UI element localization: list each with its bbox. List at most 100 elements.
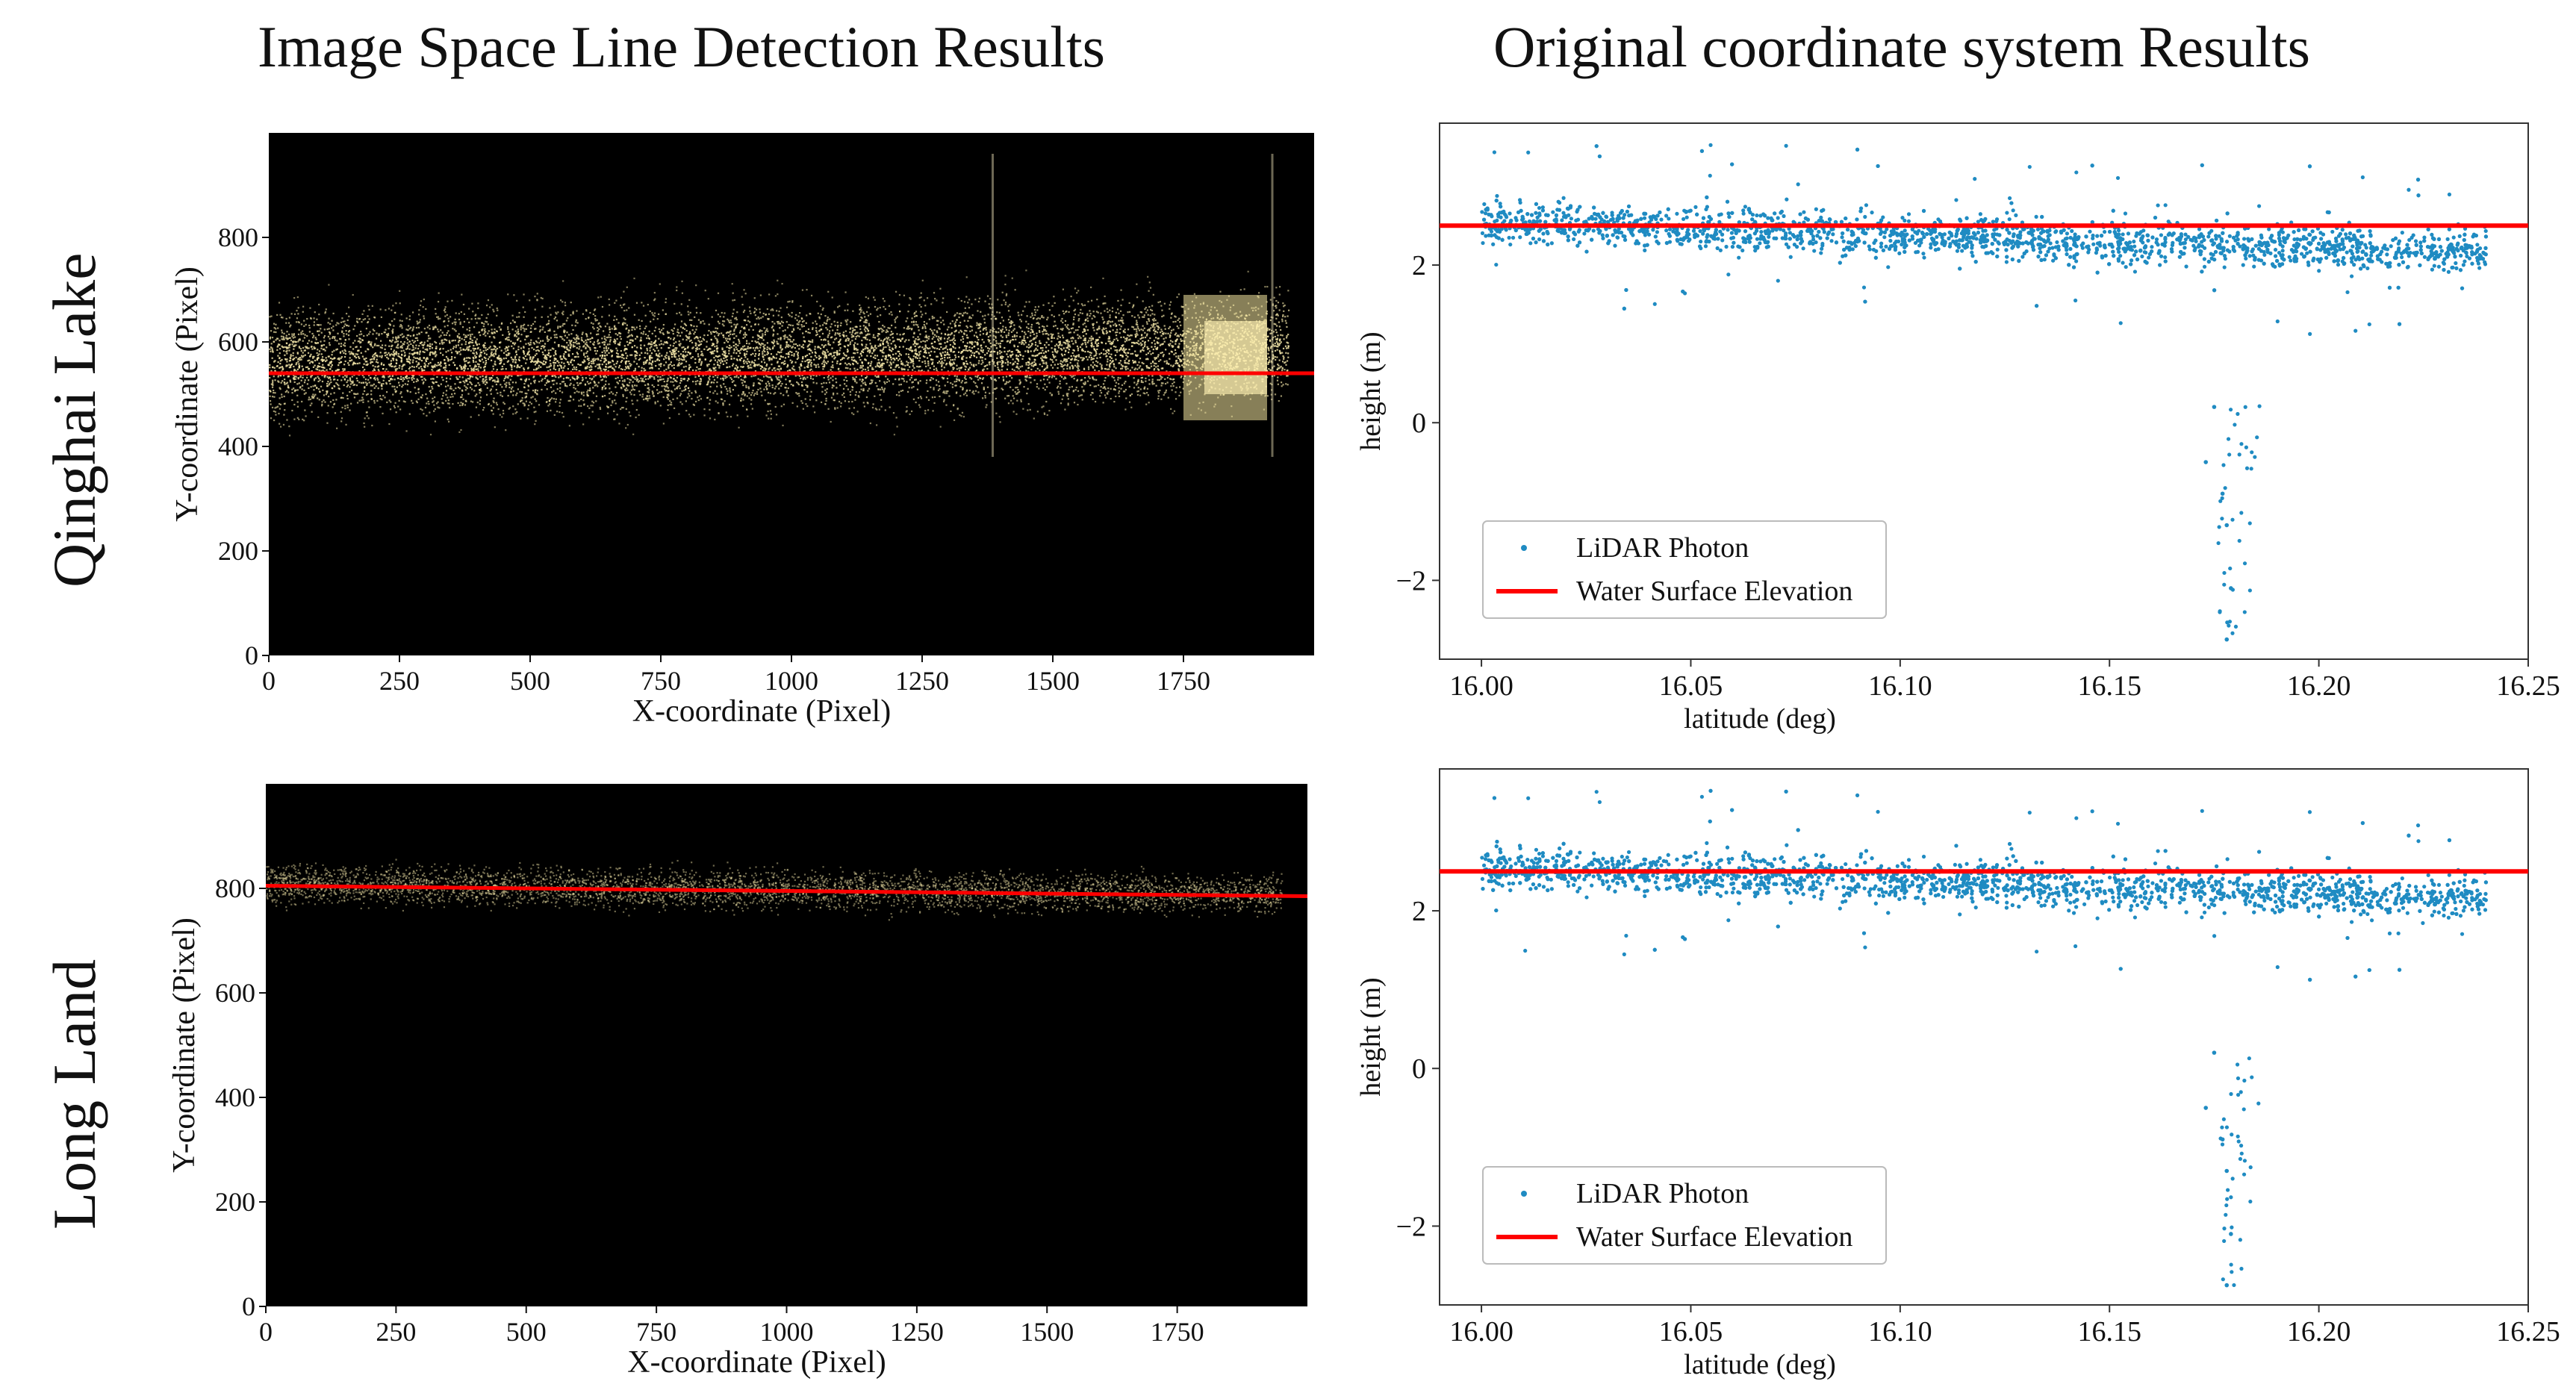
photon-point [998, 416, 1001, 418]
photon-point [583, 359, 585, 361]
photon-point [1060, 364, 1063, 366]
photon-point [473, 390, 476, 392]
photon-point [883, 300, 886, 302]
photon-point [405, 317, 408, 320]
photon-point [1057, 393, 1060, 395]
photon-point [682, 359, 684, 361]
photon-point [635, 354, 638, 357]
photon-point [386, 354, 388, 356]
photon-point [735, 384, 737, 387]
photon-point [447, 325, 449, 327]
photon-point [678, 359, 680, 361]
photon-point [623, 317, 625, 320]
photon-point [839, 359, 842, 361]
photon-point [485, 347, 487, 349]
photon-point [629, 391, 632, 393]
photon-point [512, 405, 514, 408]
photon-point [308, 340, 311, 342]
photon-point [582, 378, 584, 381]
photon-point [659, 365, 662, 367]
photon-point [459, 381, 462, 384]
photon-point [832, 364, 834, 367]
photon-point [785, 378, 787, 381]
photon-point [906, 381, 908, 383]
photon-point [329, 401, 332, 403]
photon-point [733, 376, 735, 378]
photon-point [761, 343, 763, 345]
photon-point [1107, 375, 1110, 377]
photon-point [376, 355, 379, 357]
photon-point [1266, 328, 1269, 331]
photon-point [1166, 360, 1168, 362]
photon-point [643, 380, 645, 383]
photon-point [601, 351, 603, 354]
photon-point [872, 336, 874, 338]
photon-point [1002, 365, 1004, 367]
photon-point [754, 374, 757, 377]
photon-point [426, 344, 429, 346]
photon-point [797, 353, 799, 355]
photon-point [517, 337, 520, 340]
photon-point [284, 378, 286, 381]
photon-point [813, 411, 816, 414]
photon-point [882, 362, 884, 364]
photon-point [1163, 361, 1166, 363]
photon-point [500, 358, 503, 361]
photon-point [721, 353, 724, 355]
photon-point [928, 352, 930, 354]
photon-point [1016, 349, 1018, 351]
photon-point [700, 322, 702, 324]
photon-point [382, 364, 385, 366]
photon-point [518, 316, 520, 318]
photon-point [457, 344, 460, 346]
photon-point [890, 311, 892, 314]
photon-point [825, 399, 827, 402]
photon-point [1151, 325, 1154, 328]
photon-point [419, 321, 421, 323]
photon-point [723, 375, 725, 377]
photon-point [1076, 366, 1078, 368]
photon-point [833, 392, 835, 394]
photon-point [431, 343, 433, 346]
photon-point [764, 331, 766, 334]
photon-point [742, 384, 744, 387]
photon-point [617, 376, 619, 378]
photon-point [503, 377, 506, 380]
photon-point [770, 413, 773, 415]
photon-point [269, 348, 271, 350]
photon-point [735, 335, 738, 337]
photon-point [762, 355, 764, 358]
photon-point [1126, 337, 1128, 339]
photon-point [400, 314, 402, 316]
photon-point [295, 344, 297, 346]
photon-point [881, 388, 883, 390]
photon-point [817, 364, 819, 366]
photon-point [656, 347, 658, 349]
photon-point [531, 359, 533, 361]
photon-point [532, 390, 535, 392]
photon-point [962, 358, 964, 361]
photon-point [397, 381, 400, 384]
photon-point [856, 349, 858, 351]
photon-point [911, 328, 913, 330]
photon-point [388, 423, 391, 426]
photon-point [793, 328, 795, 331]
photon-point [1157, 395, 1160, 397]
photon-point [768, 382, 771, 384]
photon-point [1113, 364, 1116, 366]
photon-point [272, 381, 274, 384]
photon-point [947, 390, 949, 393]
photon-point [438, 364, 440, 367]
photon-point [313, 389, 315, 391]
photon-point [982, 370, 984, 373]
photon-point [577, 363, 579, 365]
photon-point [603, 368, 605, 370]
photon-point [953, 341, 955, 343]
photon-point [549, 359, 551, 362]
photon-point [958, 379, 960, 382]
photon-point [1140, 379, 1143, 382]
photon-point [1275, 317, 1278, 320]
photon-point [654, 402, 656, 405]
photon-point [457, 402, 459, 404]
photon-point [616, 355, 618, 358]
